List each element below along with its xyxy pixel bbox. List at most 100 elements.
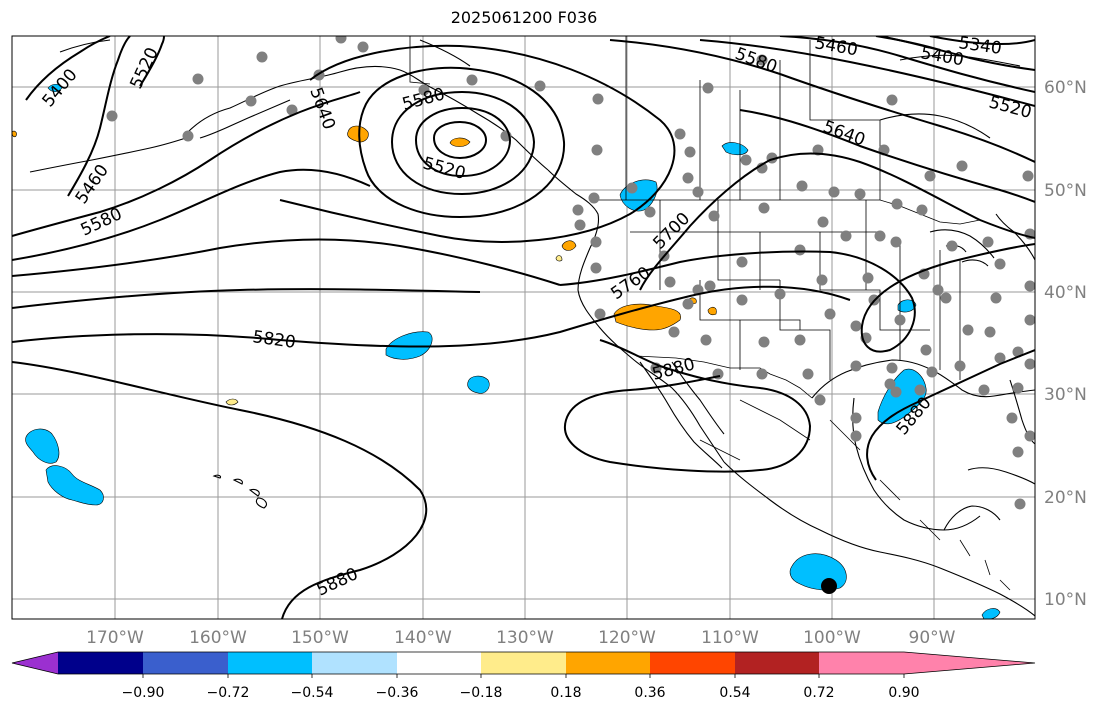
station-marker xyxy=(704,280,716,292)
negative-area-hawaii-west xyxy=(25,428,60,464)
contour-5820 xyxy=(12,285,851,348)
station-marker xyxy=(920,344,932,356)
station-marker xyxy=(192,73,204,85)
station-marker xyxy=(534,80,546,92)
station-marker xyxy=(736,256,748,268)
alaska-canada-border xyxy=(409,36,431,85)
contour-5460-east xyxy=(779,36,1035,93)
colorbar-extend-high-tip xyxy=(904,652,1035,674)
cuba xyxy=(967,467,1035,485)
height-contours xyxy=(12,36,1035,619)
station-marker xyxy=(664,276,676,288)
colorbar-tick-label: 0.90 xyxy=(888,685,919,701)
baja-california xyxy=(639,361,723,469)
station-marker xyxy=(824,308,836,320)
station-marker xyxy=(740,154,752,166)
colorbar-tick-label: −0.18 xyxy=(460,685,503,701)
positive-light-area-pacific xyxy=(225,398,239,406)
contour-5400-west xyxy=(25,36,111,101)
contour-5880-c xyxy=(866,349,1035,481)
station-marker xyxy=(700,334,712,346)
contour-low-center-ring-1 xyxy=(432,120,488,160)
station-marker xyxy=(1024,358,1035,370)
negative-area-hawaii-east xyxy=(45,465,104,506)
station-marker xyxy=(924,170,936,182)
yucatan xyxy=(943,505,1001,531)
station-marker xyxy=(862,272,874,284)
lon-label: 120°W xyxy=(598,628,656,648)
lon-label: 130°W xyxy=(496,628,554,648)
colorbar-extend-low xyxy=(12,652,58,674)
station-marker xyxy=(626,182,638,194)
contour-5640-east xyxy=(739,109,1035,203)
storm-center-marker xyxy=(821,578,837,594)
contour-5640-low xyxy=(279,44,676,243)
negative-area-pacific-small xyxy=(467,375,490,394)
station-marker xyxy=(682,298,694,310)
latitude-axis: 60°N 50°N 40°N 30°N 20°N 10°N xyxy=(1044,78,1087,610)
contour-5880-b xyxy=(563,339,812,473)
station-marker xyxy=(886,362,898,374)
contour-5520-west xyxy=(139,36,165,87)
station-marker xyxy=(850,360,862,372)
station-marker xyxy=(854,188,866,200)
lat-label: 30°N xyxy=(1044,385,1087,405)
station-marker xyxy=(572,204,584,216)
station-marker xyxy=(1012,446,1024,458)
negative-area-central-america xyxy=(981,608,1001,619)
colorbar-segment xyxy=(566,652,650,674)
station-marker xyxy=(990,292,1002,304)
longitude-axis: 170°W 160°W 150°W 140°W 130°W 120°W 110°… xyxy=(86,628,956,648)
station-marker xyxy=(590,262,602,274)
station-marker xyxy=(592,93,604,105)
lon-label: 100°W xyxy=(803,628,861,648)
station-marker xyxy=(817,216,829,228)
negative-area-missouri xyxy=(897,299,917,313)
station-marker xyxy=(182,130,194,142)
contour-label: 5340 xyxy=(957,33,1003,59)
station-marker xyxy=(891,198,903,210)
contour-5880-a xyxy=(12,361,428,619)
station-marker xyxy=(916,204,928,216)
mexico-west-coast xyxy=(723,461,1035,617)
station-marker xyxy=(802,368,814,380)
contour-5460-west xyxy=(67,36,131,197)
contour-5340 xyxy=(929,36,1035,46)
station-marker xyxy=(588,192,600,204)
station-marker xyxy=(954,360,966,372)
bering-coast xyxy=(59,39,471,67)
station-marker xyxy=(591,144,603,156)
colorbar-tick-label: −0.90 xyxy=(122,685,165,701)
contour-5760-west xyxy=(12,288,481,309)
positive-light-area-socal xyxy=(555,255,563,262)
map-background xyxy=(12,36,1035,619)
station-marker xyxy=(962,324,974,336)
contour-5760 xyxy=(559,243,1035,353)
lat-label: 10°N xyxy=(1044,590,1087,610)
station-marker xyxy=(850,430,862,442)
station-marker xyxy=(708,210,720,222)
contour-low-center-ring-2 xyxy=(414,106,512,178)
contour-5580-west xyxy=(12,91,361,237)
negative-area-canada xyxy=(721,142,749,156)
station-marker xyxy=(884,378,896,390)
contour-5580-low xyxy=(358,66,566,218)
aleutian-chain xyxy=(29,135,193,173)
lon-label: 110°W xyxy=(701,628,759,648)
station-marker xyxy=(736,294,748,306)
coastlines xyxy=(29,39,1035,617)
positive-area-low-center xyxy=(449,137,471,147)
colorbar-ticks xyxy=(142,674,905,678)
lat-label: 40°N xyxy=(1044,283,1087,303)
station-marker xyxy=(978,384,990,396)
station-marker xyxy=(674,128,686,140)
contour-5580-east xyxy=(609,39,1035,163)
observation-stations xyxy=(106,36,1035,510)
station-marker xyxy=(256,51,268,63)
colorbar-tick-label: 0.18 xyxy=(550,685,581,701)
alaska-peninsula xyxy=(199,99,291,139)
station-marker xyxy=(794,244,806,256)
station-marker xyxy=(890,236,902,248)
station-marker xyxy=(758,202,770,214)
station-marker xyxy=(335,36,347,44)
